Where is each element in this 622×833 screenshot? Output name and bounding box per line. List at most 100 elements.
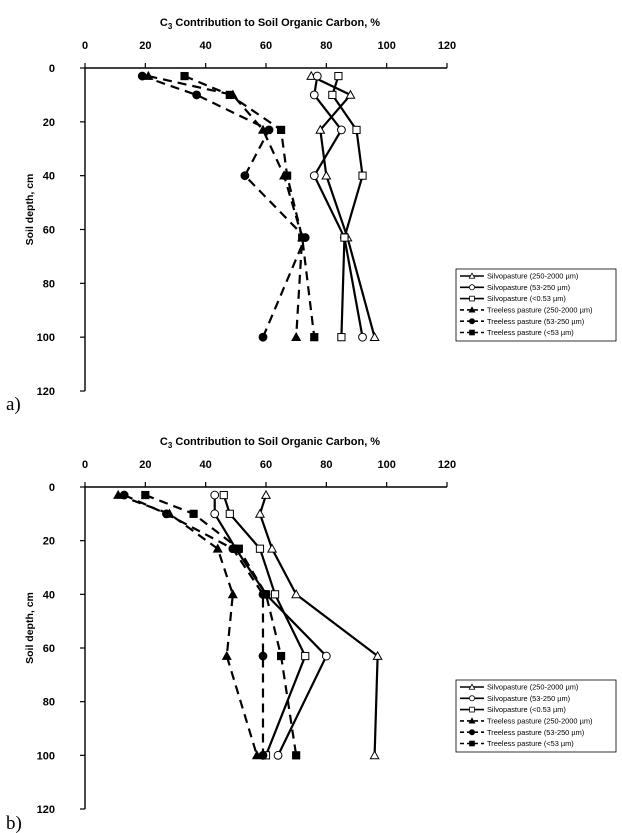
- data-point-series-1: [266, 543, 278, 553]
- data-point-series-6: [298, 233, 307, 242]
- y-tick-label: 80: [43, 278, 55, 290]
- series-line-4: [117, 494, 259, 756]
- data-point-series-2: [337, 125, 346, 135]
- data-point-series-5: [240, 171, 250, 181]
- legend-marker: [468, 695, 475, 702]
- y-axis-label: Soil depth, cm: [24, 174, 36, 246]
- data-point-series-6: [180, 71, 189, 81]
- data-point-series-1: [291, 589, 302, 599]
- y-tick-label: 40: [43, 589, 55, 601]
- data-point-series-6: [292, 751, 301, 760]
- legend-entry-2: Silvopasture (53-250 µm): [487, 283, 570, 292]
- data-point-series-5: [264, 125, 274, 135]
- series-line-2: [313, 75, 364, 338]
- legend-marker: [468, 284, 475, 291]
- legend-marker: [468, 318, 475, 325]
- title-subscript: 3: [168, 22, 173, 31]
- y-axis-label: Soil depth, cm: [24, 592, 36, 664]
- data-point-series-6: [276, 651, 286, 661]
- panel-label: a): [6, 394, 21, 415]
- legend-marker: [468, 306, 476, 313]
- legend-entry-6: Treeless pasture (<53 µm): [487, 739, 574, 748]
- x-tick-label: 20: [139, 40, 151, 52]
- legend-marker: [468, 272, 476, 279]
- data-point-series-6: [141, 490, 150, 500]
- data-point-series-5: [119, 490, 129, 500]
- data-point-series-6: [225, 90, 234, 100]
- title-text: C: [160, 17, 168, 29]
- data-point-series-1: [369, 331, 380, 342]
- data-point-series-4: [221, 650, 232, 660]
- title-text: Contribution to Soil Organic Carbon, %: [172, 17, 380, 29]
- data-point-series-3: [334, 71, 343, 81]
- legend-entry-4: Treeless pasture (250-2000 µm): [487, 717, 592, 726]
- data-point-series-1: [254, 508, 266, 518]
- title-subscript: 3: [168, 441, 173, 450]
- y-tick-label: 0: [49, 482, 55, 494]
- x-tick-label: 40: [200, 459, 212, 471]
- data-point-series-2: [358, 332, 367, 342]
- legend-marker: [469, 329, 475, 336]
- data-point-series-2: [210, 490, 220, 500]
- data-point-series-6: [261, 590, 271, 599]
- data-point-series-1: [315, 124, 326, 134]
- y-tick-label: 0: [49, 63, 55, 75]
- series-line-5: [141, 75, 307, 338]
- legend-marker: [469, 740, 475, 747]
- data-point-series-5: [192, 90, 202, 100]
- data-point-series-2: [273, 750, 283, 760]
- data-point-series-1: [369, 750, 380, 760]
- chart-panel-2: C3 Contribution to Soil Organic Carbon, …: [6, 436, 617, 833]
- data-point-series-5: [258, 750, 268, 760]
- data-point-series-1: [345, 89, 356, 99]
- legend-marker: [469, 706, 475, 713]
- data-point-series-2: [321, 651, 331, 661]
- data-point-series-3: [328, 90, 337, 100]
- x-tick-label: 40: [200, 40, 212, 52]
- legend-marker: [468, 717, 476, 724]
- data-point-series-5: [137, 71, 147, 81]
- legend-entry-4: Treeless pasture (250-2000 µm): [487, 306, 592, 315]
- data-point-series-6: [276, 125, 286, 135]
- data-point-series-5: [162, 509, 171, 519]
- x-tick-label: 120: [438, 459, 456, 471]
- x-tick-label: 0: [82, 459, 88, 471]
- title-text: C: [160, 436, 168, 448]
- data-point-series-4: [291, 331, 302, 342]
- data-point-series-6: [189, 509, 198, 518]
- y-tick-label: 60: [43, 643, 55, 655]
- x-tick-label: 120: [438, 40, 456, 52]
- y-tick-label: 100: [37, 332, 55, 344]
- y-tick-label: 100: [37, 750, 55, 762]
- legend-marker: [468, 729, 475, 736]
- y-tick-label: 120: [37, 386, 55, 398]
- chart-title: C3 Contribution to Soil Organic Carbon, …: [160, 436, 380, 450]
- y-tick-label: 60: [43, 225, 55, 237]
- x-tick-label: 100: [377, 459, 395, 471]
- legend-entry-3: Silvopasture (<0.53 µm): [487, 705, 566, 714]
- data-point-series-5: [258, 332, 268, 342]
- series-line-2: [213, 495, 328, 756]
- legend-entry-1: Silvopasture (250-2000 µm): [487, 272, 578, 281]
- series-line-1: [258, 494, 379, 756]
- panel-label: b): [6, 813, 22, 833]
- legend-entry-3: Silvopasture (<0.53 µm): [487, 294, 566, 303]
- x-tick-label: 80: [320, 459, 332, 471]
- data-point-series-3: [270, 590, 280, 599]
- series-line-6: [144, 494, 298, 756]
- legend-marker: [468, 683, 476, 690]
- legend-marker: [469, 295, 475, 302]
- legend-entry-6: Treeless pasture (<53 µm): [487, 328, 574, 337]
- x-tick-label: 20: [139, 459, 151, 471]
- legend-entry-2: Silvopasture (53-250 µm): [487, 694, 570, 703]
- x-tick-label: 80: [320, 40, 332, 52]
- data-point-series-3: [219, 490, 228, 500]
- data-point-series-4: [212, 543, 223, 553]
- x-tick-label: 0: [82, 40, 88, 52]
- data-point-series-1: [260, 489, 272, 499]
- data-point-series-2: [312, 71, 322, 81]
- y-tick-label: 120: [37, 804, 55, 816]
- x-tick-label: 60: [260, 40, 272, 52]
- legend-entry-5: Treeless pasture (53-250 µm): [487, 728, 584, 737]
